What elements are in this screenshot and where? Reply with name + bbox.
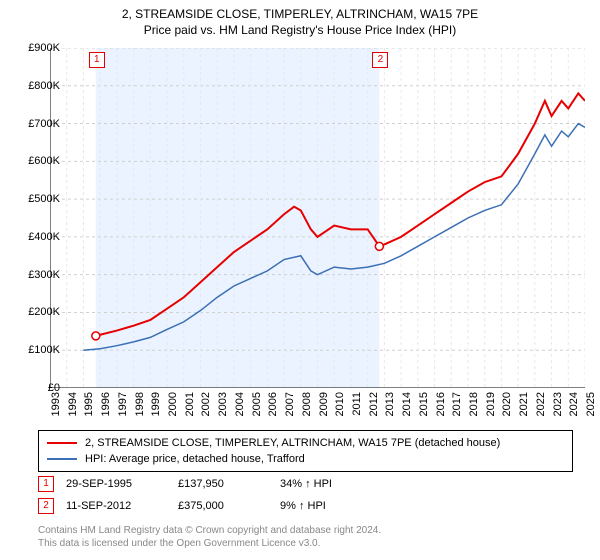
footer-line2: This data is licensed under the Open Gov…	[38, 537, 381, 550]
x-tick-label: 2013	[384, 392, 396, 416]
sale-date: 29-SEP-1995	[66, 478, 166, 490]
x-tick-label: 2005	[251, 392, 263, 416]
sale-row: 2 11-SEP-2012 £375,000 9% ↑ HPI	[38, 498, 326, 514]
x-tick-label: 2000	[167, 392, 179, 416]
legend-swatch	[47, 442, 77, 444]
x-tick-label: 2012	[368, 392, 380, 416]
sale-rel: 9% ↑ HPI	[280, 500, 326, 512]
x-tick-label: 2010	[334, 392, 346, 416]
x-tick-label: 2002	[200, 392, 212, 416]
sale-price: £375,000	[178, 500, 268, 512]
chart-area	[50, 48, 585, 388]
sale-marker-icon: 2	[372, 52, 388, 68]
y-tick-label: £300K	[12, 269, 60, 281]
legend-label: 2, STREAMSIDE CLOSE, TIMPERLEY, ALTRINCH…	[85, 437, 500, 449]
chart-title-line2: Price paid vs. HM Land Registry's House …	[0, 22, 600, 38]
sale-row: 1 29-SEP-1995 £137,950 34% ↑ HPI	[38, 476, 332, 492]
x-tick-label: 2025	[585, 392, 597, 416]
x-tick-label: 2016	[435, 392, 447, 416]
x-tick-label: 2017	[451, 392, 463, 416]
x-tick-label: 2004	[234, 392, 246, 416]
y-tick-label: £600K	[12, 155, 60, 167]
x-tick-label: 2003	[217, 392, 229, 416]
x-tick-label: 1998	[134, 392, 146, 416]
x-tick-label: 2022	[535, 392, 547, 416]
footer: Contains HM Land Registry data © Crown c…	[38, 524, 381, 550]
sale-marker-icon: 1	[38, 476, 54, 492]
legend: 2, STREAMSIDE CLOSE, TIMPERLEY, ALTRINCH…	[38, 430, 573, 472]
x-tick-label: 1999	[150, 392, 162, 416]
sale-marker-icon: 2	[38, 498, 54, 514]
chart-svg	[50, 48, 585, 388]
x-tick-label: 2006	[267, 392, 279, 416]
y-tick-label: £100K	[12, 344, 60, 356]
x-tick-label: 1993	[50, 392, 62, 416]
x-tick-label: 2019	[485, 392, 497, 416]
footer-line1: Contains HM Land Registry data © Crown c…	[38, 524, 381, 537]
x-tick-label: 2001	[184, 392, 196, 416]
x-tick-label: 1996	[100, 392, 112, 416]
y-tick-label: £800K	[12, 80, 60, 92]
y-tick-label: £200K	[12, 306, 60, 318]
y-tick-label: £900K	[12, 42, 60, 54]
chart-title-line1: 2, STREAMSIDE CLOSE, TIMPERLEY, ALTRINCH…	[0, 6, 600, 22]
legend-swatch	[47, 458, 77, 460]
sale-marker-icon: 1	[89, 52, 105, 68]
x-tick-label: 2023	[552, 392, 564, 416]
y-tick-label: £500K	[12, 193, 60, 205]
x-tick-label: 2011	[351, 392, 363, 416]
sale-rel: 34% ↑ HPI	[280, 478, 332, 490]
x-tick-label: 2009	[318, 392, 330, 416]
y-tick-label: £700K	[12, 118, 60, 130]
legend-row: HPI: Average price, detached house, Traf…	[47, 451, 564, 467]
x-tick-label: 2007	[284, 392, 296, 416]
sale-date: 11-SEP-2012	[66, 500, 166, 512]
x-tick-label: 2014	[401, 392, 413, 416]
y-tick-label: £400K	[12, 231, 60, 243]
legend-label: HPI: Average price, detached house, Traf…	[85, 453, 305, 465]
x-tick-label: 2020	[501, 392, 513, 416]
x-tick-label: 2018	[468, 392, 480, 416]
x-tick-label: 1997	[117, 392, 129, 416]
x-tick-label: 1994	[67, 392, 79, 416]
legend-row: 2, STREAMSIDE CLOSE, TIMPERLEY, ALTRINCH…	[47, 435, 564, 451]
sale-price: £137,950	[178, 478, 268, 490]
x-tick-label: 2021	[518, 392, 530, 416]
x-tick-label: 2015	[418, 392, 430, 416]
x-tick-label: 2008	[301, 392, 313, 416]
chart-title-block: 2, STREAMSIDE CLOSE, TIMPERLEY, ALTRINCH…	[0, 0, 600, 38]
x-tick-label: 2024	[568, 392, 580, 416]
x-tick-label: 1995	[83, 392, 95, 416]
